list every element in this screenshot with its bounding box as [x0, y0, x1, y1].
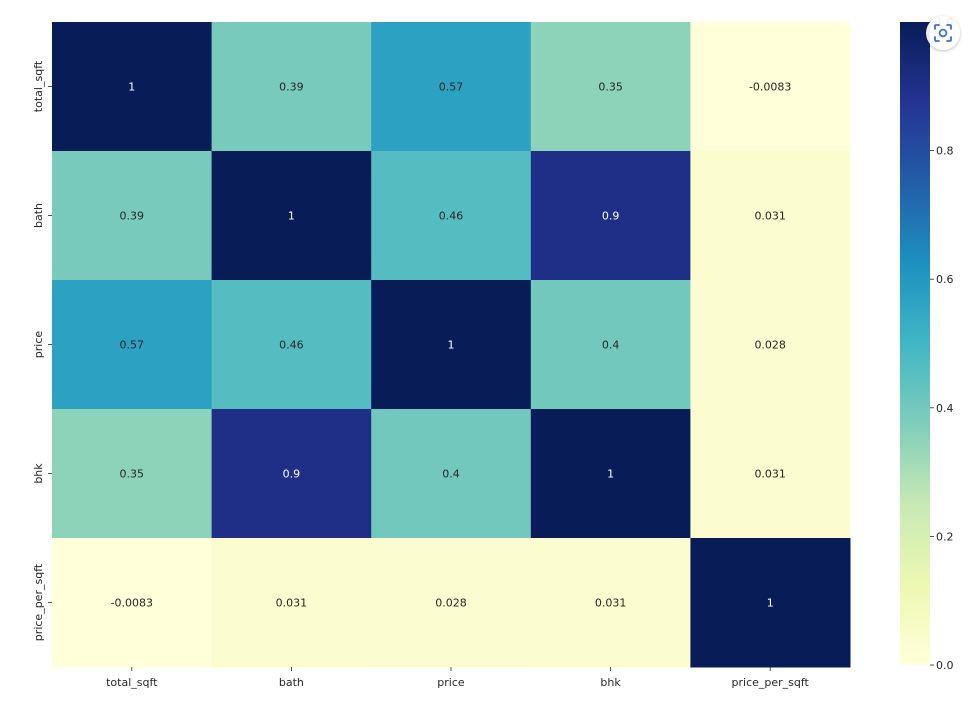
heatmap-cell	[371, 280, 532, 410]
x-tick-label: bath	[279, 676, 304, 689]
cell-value-label: 0.35	[120, 468, 145, 481]
heatmap-cell	[690, 409, 851, 539]
cell-value-label: 0.031	[276, 597, 308, 610]
cell-value-label: 0.9	[602, 210, 620, 223]
colorbar-tick-label: 0.6	[936, 273, 954, 286]
colorbar-axis: 0.00.20.40.60.81.0	[930, 16, 954, 672]
cell-value-label: 0.39	[120, 210, 145, 223]
cell-value-label: -0.0083	[749, 81, 791, 94]
heatmap-cell	[52, 22, 213, 152]
heatmap-cell	[211, 409, 372, 539]
cell-value-label: 0.46	[439, 210, 464, 223]
cell-value-label: 0.4	[442, 468, 460, 481]
colorbar-tick-label: 0.8	[936, 145, 954, 158]
heatmap-cell	[371, 22, 532, 152]
x-tick-label: price	[437, 676, 465, 689]
heatmap-cell	[211, 538, 372, 668]
x-tick-label: bhk	[600, 676, 621, 689]
colorbar-tick-label: 0.2	[936, 530, 954, 543]
y-tick-label: total_sqft	[32, 60, 45, 112]
cell-value-label: 0.031	[754, 210, 786, 223]
heatmap-cell	[530, 22, 691, 152]
lens-search-button[interactable]	[926, 16, 960, 50]
heatmap-cell	[690, 280, 851, 410]
heatmap-cell	[52, 151, 213, 281]
y-tick-label: bath	[32, 203, 45, 228]
cell-value-label: 0.39	[279, 81, 304, 94]
x-tick-label: price_per_sqft	[732, 676, 810, 689]
heatmap-cell	[690, 151, 851, 281]
heatmap-cell	[530, 280, 691, 410]
heatmap-cell	[530, 409, 691, 539]
cell-value-label: 0.46	[279, 339, 304, 352]
cell-value-label: 1	[767, 597, 774, 610]
cell-value-label: 0.028	[754, 339, 786, 352]
cell-value-label: 0.031	[754, 468, 786, 481]
heatmap-cell	[211, 280, 372, 410]
cell-value-label: 0.9	[283, 468, 301, 481]
heatmap-cell	[690, 538, 851, 668]
colorbar	[900, 22, 930, 665]
cell-value-label: 0.031	[595, 597, 627, 610]
heatmap-cells	[52, 22, 851, 668]
heatmap-cell	[371, 538, 532, 668]
heatmap-cell	[52, 538, 213, 668]
heatmap-cell	[52, 409, 213, 539]
lens-search-icon	[934, 24, 952, 42]
colorbar-tick-label: 0.4	[936, 402, 954, 415]
cell-value-labels: 1 0.39 0.57 0.35 -0.0083 0.39 1 0.46 0.9 0.031 0.5…	[111, 81, 792, 610]
heatmap-cell	[530, 151, 691, 281]
cell-value-label: 0.57	[120, 339, 145, 352]
cell-value-label: 0.57	[439, 81, 464, 94]
cell-value-label: 0.35	[598, 81, 623, 94]
heatmap-cell	[52, 280, 213, 410]
cell-value-label: 1	[288, 210, 295, 223]
y-tick-label: price_per_sqft	[32, 563, 45, 641]
heatmap-cell	[371, 409, 532, 539]
y-tick-label: bhk	[32, 463, 45, 484]
x-tick-label: total_sqft	[106, 676, 158, 689]
cell-value-label: 0.028	[435, 597, 467, 610]
cell-value-label: 1	[448, 339, 455, 352]
y-tick-label: price	[32, 331, 45, 359]
heatmap-cell	[530, 538, 691, 668]
cell-value-label: 1	[607, 468, 614, 481]
cell-value-label: 0.4	[602, 339, 620, 352]
heatmap-cell	[211, 22, 372, 152]
colorbar-tick-label: 0.0	[936, 659, 954, 672]
heatmap-cell	[690, 22, 851, 152]
heatmap-cell	[211, 151, 372, 281]
cell-value-label: 1	[128, 81, 135, 94]
heatmap-cell	[371, 151, 532, 281]
cell-value-label: -0.0083	[111, 597, 153, 610]
x-axis: total_sqft bath price bhk price_per_sqft	[106, 667, 810, 689]
